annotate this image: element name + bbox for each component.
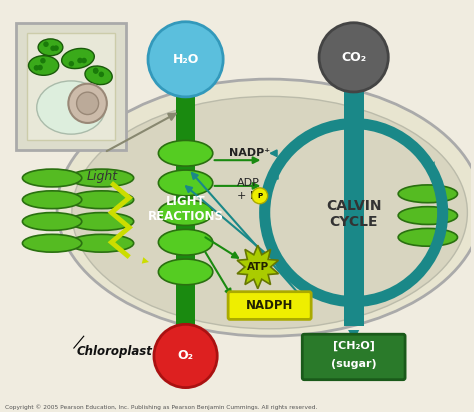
Ellipse shape bbox=[38, 39, 63, 56]
Text: CYCLE: CYCLE bbox=[329, 215, 378, 229]
Ellipse shape bbox=[69, 234, 134, 252]
Polygon shape bbox=[237, 245, 278, 289]
Ellipse shape bbox=[72, 96, 467, 329]
Circle shape bbox=[76, 56, 81, 62]
Text: ADP: ADP bbox=[237, 178, 259, 188]
Text: NADPH: NADPH bbox=[246, 299, 293, 312]
Ellipse shape bbox=[398, 207, 457, 225]
Text: (sugar): (sugar) bbox=[331, 359, 376, 369]
Circle shape bbox=[44, 49, 50, 55]
Ellipse shape bbox=[398, 228, 457, 246]
Ellipse shape bbox=[85, 66, 112, 84]
Circle shape bbox=[77, 92, 99, 115]
Circle shape bbox=[68, 84, 107, 123]
Ellipse shape bbox=[158, 259, 213, 285]
Text: CALVIN: CALVIN bbox=[326, 199, 382, 213]
Circle shape bbox=[46, 65, 52, 71]
Ellipse shape bbox=[158, 170, 213, 196]
Ellipse shape bbox=[158, 140, 213, 166]
Text: CO₂: CO₂ bbox=[341, 51, 366, 64]
Text: P: P bbox=[257, 193, 262, 199]
Ellipse shape bbox=[69, 191, 134, 208]
FancyBboxPatch shape bbox=[302, 334, 405, 380]
Text: LIGHT: LIGHT bbox=[166, 194, 205, 208]
Text: Light: Light bbox=[87, 169, 118, 183]
Ellipse shape bbox=[22, 169, 82, 187]
Text: NADP⁺: NADP⁺ bbox=[229, 148, 270, 158]
Circle shape bbox=[101, 68, 107, 74]
Bar bbox=[176, 74, 195, 326]
Text: [CH₂O]: [CH₂O] bbox=[333, 341, 374, 351]
Text: + Pᵢ: + Pᵢ bbox=[237, 191, 259, 201]
Text: REACTIONS: REACTIONS bbox=[147, 210, 224, 222]
Text: O₂: O₂ bbox=[178, 349, 193, 363]
Circle shape bbox=[252, 188, 268, 204]
Text: ATP: ATP bbox=[246, 262, 269, 272]
Ellipse shape bbox=[28, 56, 59, 75]
Polygon shape bbox=[27, 33, 115, 140]
Text: H₂O: H₂O bbox=[173, 53, 199, 66]
Ellipse shape bbox=[158, 200, 213, 225]
Circle shape bbox=[45, 48, 51, 54]
Ellipse shape bbox=[398, 185, 457, 203]
Circle shape bbox=[98, 73, 103, 79]
Circle shape bbox=[40, 63, 46, 68]
Circle shape bbox=[319, 23, 388, 92]
Ellipse shape bbox=[69, 213, 134, 230]
Ellipse shape bbox=[22, 213, 82, 230]
Ellipse shape bbox=[22, 191, 82, 208]
Circle shape bbox=[67, 55, 73, 61]
Circle shape bbox=[154, 324, 217, 388]
Text: Copyright © 2005 Pearson Education, Inc. Publishing as Pearson Benjamin Cummings: Copyright © 2005 Pearson Education, Inc.… bbox=[5, 404, 317, 410]
FancyBboxPatch shape bbox=[228, 292, 311, 319]
Text: Chloroplast: Chloroplast bbox=[77, 344, 153, 358]
Circle shape bbox=[93, 76, 98, 82]
Polygon shape bbox=[16, 23, 126, 150]
Circle shape bbox=[81, 59, 86, 64]
Circle shape bbox=[148, 22, 223, 97]
Ellipse shape bbox=[22, 234, 82, 252]
Circle shape bbox=[55, 44, 60, 50]
Circle shape bbox=[33, 66, 39, 72]
Ellipse shape bbox=[158, 229, 213, 255]
Ellipse shape bbox=[62, 49, 94, 68]
Ellipse shape bbox=[69, 169, 134, 187]
Bar bbox=[344, 74, 364, 326]
Ellipse shape bbox=[36, 81, 105, 134]
Ellipse shape bbox=[57, 79, 474, 336]
